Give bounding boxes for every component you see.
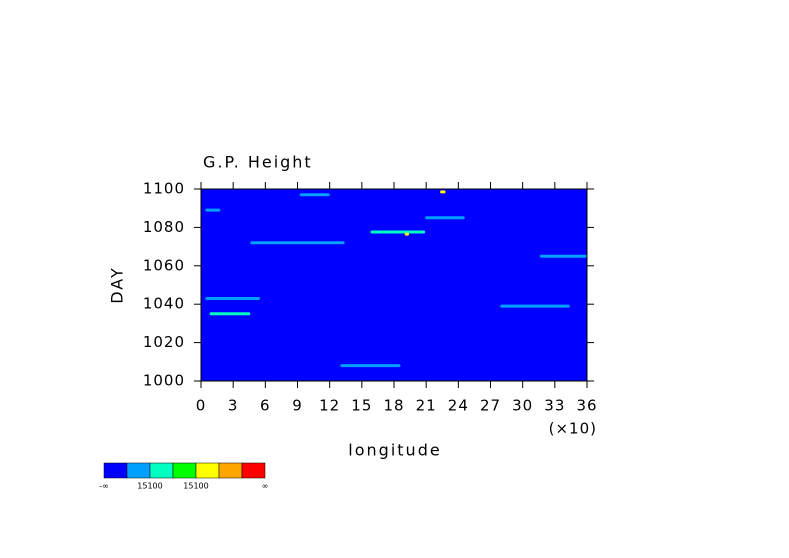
colorbar-label: -∞ bbox=[99, 482, 109, 491]
streak bbox=[539, 254, 587, 258]
streak bbox=[205, 296, 260, 300]
streak bbox=[425, 216, 465, 220]
streak bbox=[250, 241, 345, 245]
chart-title: G.P. Height bbox=[203, 153, 313, 172]
x-axis-label: longitude bbox=[348, 441, 441, 460]
x-tick-label: 15 bbox=[351, 397, 372, 415]
y-tick-label: 1060 bbox=[143, 256, 185, 274]
colorbar-label: 15100 bbox=[183, 482, 208, 491]
y-axis-label: DAY bbox=[108, 266, 127, 304]
plot-background bbox=[201, 189, 587, 381]
streak bbox=[500, 304, 570, 308]
x-tick-label: 36 bbox=[576, 397, 597, 415]
x-tick-label: 27 bbox=[480, 397, 501, 415]
colorbar-label: ∞ bbox=[262, 482, 269, 491]
x-tick-label: 33 bbox=[544, 397, 565, 415]
streak bbox=[404, 232, 410, 236]
y-tick-label: 1100 bbox=[143, 180, 185, 198]
streak bbox=[370, 230, 426, 234]
x-tick-label: 12 bbox=[319, 397, 340, 415]
x-multiplier: (×10) bbox=[549, 420, 597, 438]
colorbar-swatch bbox=[172, 462, 197, 479]
colorbar-swatch bbox=[149, 462, 174, 479]
x-tick-label: 0 bbox=[196, 397, 207, 415]
y-tick-label: 1040 bbox=[143, 295, 185, 313]
x-tick-label: 24 bbox=[448, 397, 469, 415]
x-tick-label: 6 bbox=[260, 397, 271, 415]
x-tick-label: 21 bbox=[416, 397, 437, 415]
x-tick-label: 18 bbox=[383, 397, 404, 415]
colorbar-swatch bbox=[126, 462, 151, 479]
streak bbox=[299, 193, 330, 197]
x-tick-label: 9 bbox=[292, 397, 303, 415]
colorbar-swatch bbox=[218, 462, 243, 479]
colorbar-label: 15100 bbox=[137, 482, 162, 491]
x-tick-label: 30 bbox=[512, 397, 533, 415]
streak bbox=[440, 190, 446, 194]
streak bbox=[340, 364, 401, 368]
colorbar-swatch bbox=[195, 462, 220, 479]
colorbar-swatch bbox=[241, 462, 266, 479]
y-tick-label: 1000 bbox=[143, 372, 185, 390]
y-tick-label: 1020 bbox=[143, 333, 185, 351]
colorbar-swatch bbox=[103, 462, 128, 479]
y-tick-label: 1080 bbox=[143, 218, 185, 236]
streak bbox=[205, 208, 221, 212]
x-tick-label: 3 bbox=[228, 397, 239, 415]
streak bbox=[209, 312, 251, 316]
